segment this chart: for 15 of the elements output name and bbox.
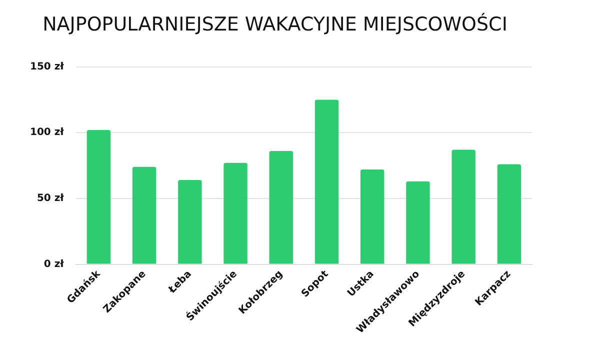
bar bbox=[178, 180, 202, 264]
bar bbox=[269, 151, 293, 264]
bar bbox=[224, 162, 248, 264]
bar bbox=[132, 166, 156, 264]
bar bbox=[452, 150, 476, 264]
bar bbox=[360, 169, 384, 264]
y-tick-label: 50 zł bbox=[36, 193, 64, 204]
bar bbox=[406, 181, 430, 264]
chart-title: NAJPOPULARNIEJSZE WAKACYJNE MIEJSCOWOŚCI bbox=[42, 12, 508, 36]
y-tick-label: 150 zł bbox=[30, 61, 64, 72]
y-tick-label: 100 zł bbox=[30, 127, 64, 138]
bar bbox=[497, 164, 522, 264]
bar bbox=[314, 100, 339, 264]
y-tick-label: 0 zł bbox=[44, 258, 64, 270]
bar bbox=[86, 130, 111, 264]
